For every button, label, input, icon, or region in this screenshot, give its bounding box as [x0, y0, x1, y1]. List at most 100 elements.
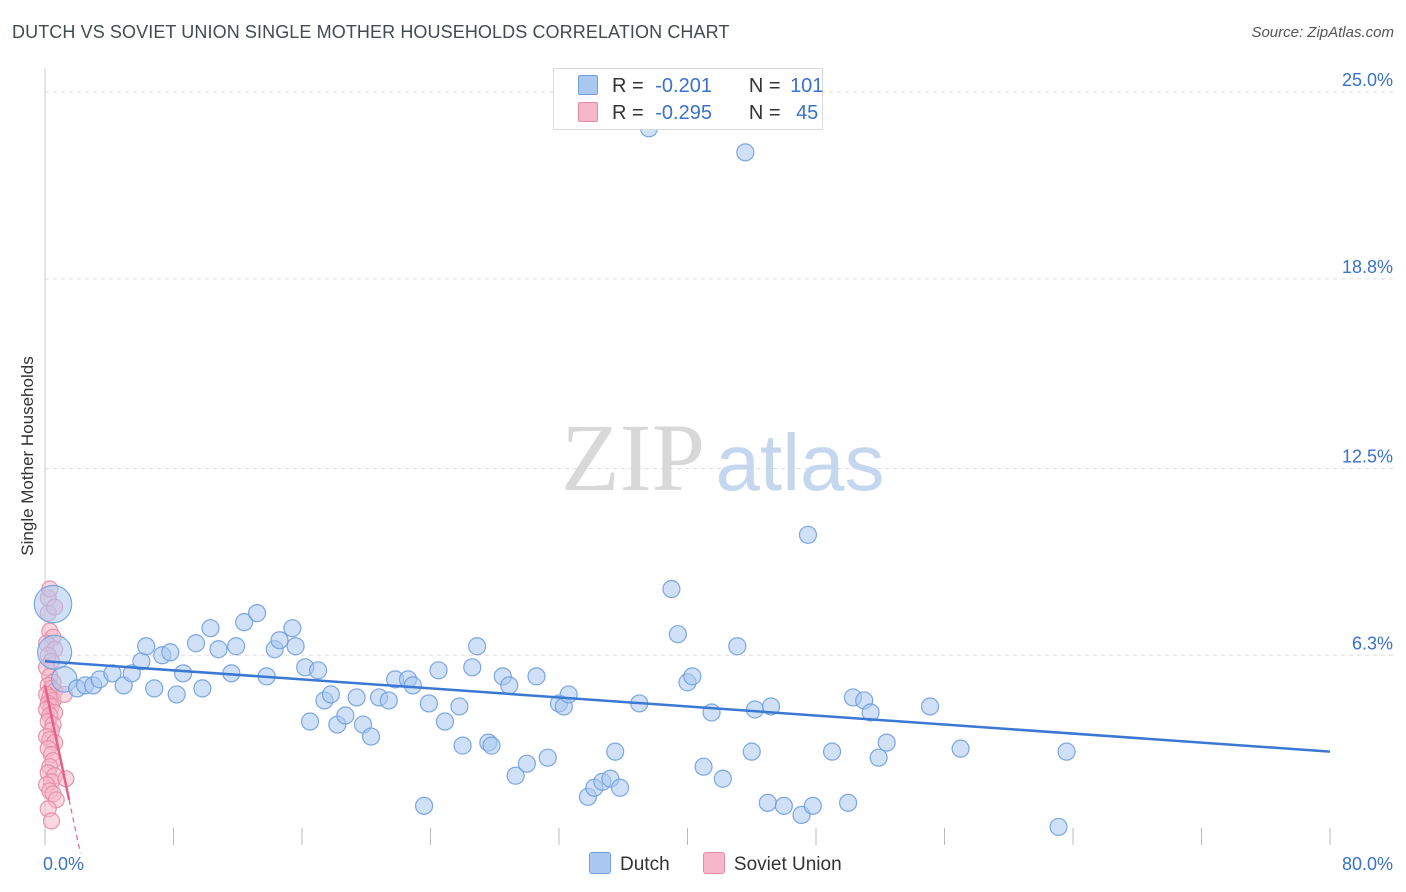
dutch-point [209, 640, 228, 659]
dutch-point [37, 634, 73, 670]
dutch-trend-line [44, 660, 1331, 753]
dutch-point [606, 742, 625, 761]
source-credit: Source: ZipAtlas.com [1251, 24, 1394, 41]
dutch-point [429, 661, 448, 680]
legend-label-soviet: Soviet Union [733, 854, 842, 875]
y-axis-label: Single Mother Households [18, 356, 37, 556]
chart-title: DUTCH VS SOVIET UNION SINGLE MOTHER HOUS… [12, 22, 730, 42]
dutch-point [414, 796, 434, 815]
trend-lines [43, 660, 1331, 854]
dutch-point [419, 694, 438, 713]
dutch-point [283, 619, 302, 638]
dutch-point [463, 658, 482, 677]
legend-n-label: N = [748, 102, 781, 124]
dutch-point [347, 688, 366, 707]
dutch-point [506, 766, 525, 785]
soviet-swatch [702, 852, 725, 874]
soviet-trend-extension [68, 799, 81, 854]
correlation-legend: R = -0.201 N = 101 R = -0.295 N = 45 [553, 68, 823, 130]
soviet-point [42, 812, 61, 830]
dutch-point [559, 685, 578, 704]
soviet-trend-line [43, 685, 71, 801]
dutch-point [174, 664, 193, 683]
dutch-point [379, 691, 398, 710]
dutch-point [435, 712, 455, 731]
legend-row-dutch: R = -0.201 N = 101 [578, 75, 823, 99]
dutch-point [822, 742, 842, 761]
soviet-swatch [578, 102, 598, 122]
dutch-point [161, 643, 180, 662]
dutch-point [467, 637, 487, 656]
dutch-point [321, 685, 341, 704]
dutch-point [728, 637, 747, 656]
legend-n-label: N = [748, 75, 781, 97]
dutch-point [877, 733, 896, 752]
dutch-point [745, 700, 765, 719]
dutch-point [742, 742, 761, 761]
dutch-point [662, 579, 681, 599]
dutch-point [839, 793, 858, 812]
grid-lines [45, 91, 1395, 656]
legend-r-label: R = [612, 75, 644, 97]
x-tick-label: 0.0% [43, 854, 84, 874]
dutch-point [122, 664, 141, 683]
y-tick-label: 25.0% [1342, 70, 1393, 90]
legend-item-soviet: Soviet Union [702, 852, 842, 876]
legend-label-dutch: Dutch [620, 854, 670, 875]
dutch-swatch [578, 75, 598, 95]
watermark-zip: ZIP [561, 404, 705, 511]
dutch-point [861, 703, 880, 722]
dutch-point [482, 736, 501, 755]
dutch-point [453, 736, 472, 755]
series-legend: Dutch Soviet Union [589, 852, 870, 876]
legend-r-label: R = [612, 102, 644, 124]
dutch-swatch [589, 852, 611, 874]
legend-r-value: -0.201 [655, 75, 712, 97]
watermark-atlas: atlas [716, 418, 885, 507]
legend-r-value: -0.295 [655, 102, 712, 124]
dutch-point [270, 631, 289, 650]
dutch-points [33, 119, 1076, 837]
dutch-point [920, 697, 940, 716]
dutch-point [668, 625, 687, 644]
dutch-point [1049, 817, 1068, 837]
dutch-point [683, 667, 702, 686]
dutch-point [761, 697, 781, 716]
dutch-point [336, 706, 355, 725]
dutch-point [450, 697, 469, 716]
x-tick-labels: 0.0% 80.0% [43, 854, 1393, 874]
dutch-point [803, 796, 822, 815]
dutch-point [713, 769, 732, 788]
dutch-point [361, 727, 381, 746]
legend-n-value: 45 [796, 102, 819, 124]
x-tick-label: 80.0% [1342, 854, 1393, 874]
dutch-point [758, 793, 777, 812]
dutch-point [300, 712, 320, 731]
y-tick-labels: 6.3% 12.5% 18.8% 25.0% [1342, 70, 1393, 653]
dutch-point [500, 676, 519, 695]
dutch-point [798, 525, 818, 544]
dutch-point [774, 796, 793, 815]
dutch-point [167, 685, 186, 704]
dutch-point [235, 613, 254, 632]
y-tick-label: 6.3% [1352, 633, 1393, 653]
dutch-point [201, 619, 220, 638]
dutch-point [403, 676, 422, 695]
dutch-point [286, 637, 305, 656]
dutch-point [137, 637, 156, 656]
dutch-point [308, 661, 328, 680]
dutch-point [193, 679, 212, 698]
y-tick-label: 18.8% [1342, 257, 1393, 277]
dutch-point [694, 757, 713, 776]
dutch-point [517, 754, 536, 773]
legend-row-soviet: R = -0.295 N = 45 [578, 102, 818, 126]
watermark: ZIP atlas [561, 404, 884, 511]
dutch-point [227, 637, 246, 656]
dutch-point [527, 667, 546, 686]
dutch-point [145, 679, 164, 698]
legend-item-dutch: Dutch [589, 852, 670, 876]
dutch-point [538, 748, 557, 767]
dutch-point [1057, 742, 1076, 761]
dutch-point [186, 634, 206, 653]
